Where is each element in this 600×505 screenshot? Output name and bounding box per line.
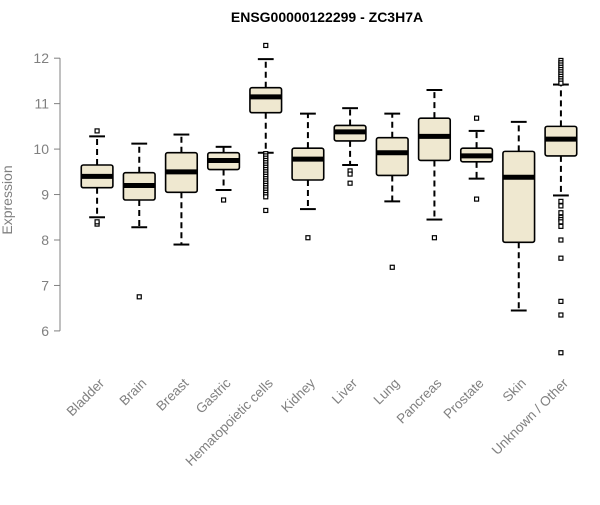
iqr-box	[502, 150, 536, 244]
outlier-point	[94, 128, 100, 134]
box-lung	[375, 112, 409, 270]
outlier-point	[263, 42, 269, 49]
iqr-box	[417, 117, 452, 162]
iqr-box	[249, 86, 283, 114]
box-liver	[333, 107, 367, 186]
y-tick-label: 9	[41, 187, 49, 203]
box-kidney	[291, 112, 325, 241]
y-axis-label: Expression	[0, 165, 15, 234]
x-tick-label: Breast	[153, 375, 191, 413]
y-tick-label: 11	[34, 96, 49, 112]
outlier-point	[558, 223, 564, 229]
y-tick-label: 12	[33, 50, 49, 66]
y-tick-label: 10	[33, 141, 49, 157]
box-hematopoietic-cells	[249, 42, 283, 214]
outlier-point	[389, 264, 395, 270]
x-tick-label: Bladder	[64, 375, 108, 419]
chart-title: ENSG00000122299 - ZC3H7A	[231, 9, 423, 25]
outlier-point	[94, 219, 100, 225]
outlier-point	[473, 196, 480, 202]
outlier-point	[263, 207, 269, 214]
box-bladder	[80, 128, 114, 227]
y-tick-label: 8	[41, 232, 49, 248]
x-tick-label: Skin	[500, 376, 529, 405]
outlier-point	[347, 171, 353, 177]
y-axis: 6 7 8 9 10 11 12	[33, 50, 61, 339]
box-prostate	[459, 115, 494, 202]
outlier-point	[136, 294, 142, 300]
box-unknown-other	[544, 57, 578, 356]
x-tick-label: Gastric	[193, 375, 234, 416]
box-pancreas	[417, 89, 452, 241]
outlier-point	[558, 210, 564, 216]
y-tick-label: 7	[41, 277, 49, 293]
box-gastric	[206, 145, 241, 203]
x-tick-label: Prostate	[441, 376, 487, 422]
box-brain	[122, 142, 156, 300]
outlier-point	[558, 312, 564, 318]
outlier-point	[558, 255, 564, 261]
outlier-point	[558, 203, 564, 209]
outlier-point	[473, 115, 480, 121]
outlier-point	[347, 180, 353, 186]
outlier-point	[558, 237, 564, 243]
box-skin	[502, 120, 536, 312]
y-tick-label: 6	[41, 323, 49, 339]
iqr-box	[291, 147, 325, 181]
x-tick-label: Unknown / Other	[489, 375, 572, 458]
outlier-point	[558, 198, 564, 204]
boxes-layer	[80, 42, 578, 356]
iqr-box	[375, 136, 409, 177]
box-breast	[164, 133, 199, 246]
outlier-point	[305, 235, 311, 241]
outlier-point	[558, 298, 564, 304]
outlier-point	[558, 80, 564, 86]
outlier-point	[220, 197, 227, 203]
x-tick-label: Pancreas	[394, 375, 445, 426]
x-tick-label: Kidney	[278, 375, 318, 415]
outlier-point	[431, 235, 438, 241]
x-tick-label: Lung	[371, 376, 403, 408]
x-tick-label: Liver	[329, 375, 361, 407]
outlier-point	[558, 350, 564, 356]
outlier-point	[263, 194, 269, 200]
x-tick-label: Brain	[116, 376, 149, 409]
outlier-point	[558, 219, 564, 225]
